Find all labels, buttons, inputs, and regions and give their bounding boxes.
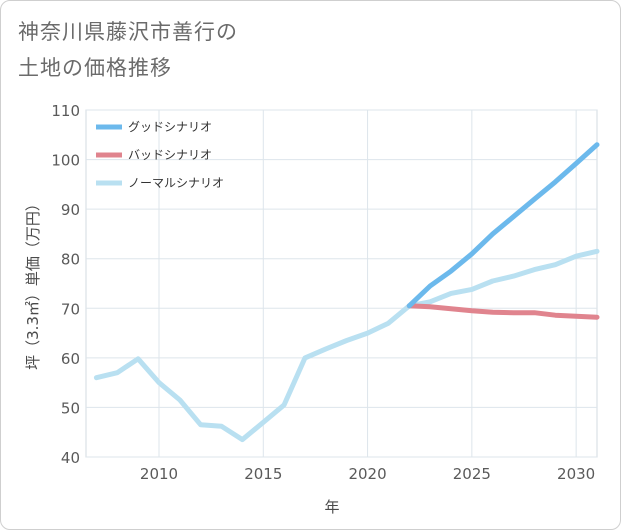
- x-tick-label: 2030: [557, 465, 595, 483]
- y-tick-label: 110: [51, 102, 80, 120]
- x-tick-label: 2025: [453, 465, 491, 483]
- series-line-normal: [93, 248, 600, 443]
- x-axis-title: 年: [324, 498, 339, 516]
- legend-label: バッドシナリオ: [128, 148, 212, 162]
- legend-label: ノーマルシナリオ: [128, 176, 224, 190]
- grid-lines: [86, 109, 597, 458]
- y-tick-label: 100: [51, 152, 80, 170]
- y-tick-label: 90: [61, 201, 80, 219]
- y-tick-label: 40: [61, 449, 80, 467]
- y-tick-label: 70: [61, 300, 80, 318]
- legend-label: グッドシナリオ: [128, 120, 212, 134]
- x-tick-label: 2010: [140, 465, 178, 483]
- chart-title: 神奈川県藤沢市善行の 土地の価格推移: [18, 14, 238, 86]
- axis-ticks: 40 50 60 70 80 90 100 110 2010 2015 2020 2025 2030: [51, 102, 595, 483]
- y-axis-title: 坪（3.3㎡）単価（万円）: [24, 196, 42, 370]
- y-tick-label: 50: [61, 399, 80, 417]
- y-tick-label: 80: [61, 251, 80, 269]
- plot-area: [85, 109, 598, 458]
- x-tick-label: 2020: [348, 465, 386, 483]
- y-tick-label: 60: [61, 350, 80, 368]
- series-lines: [93, 142, 600, 443]
- series-line-bad: [406, 303, 600, 320]
- x-tick-label: 2015: [244, 465, 282, 483]
- chart-title-line-1: 神奈川県藤沢市善行の: [18, 20, 238, 44]
- series-line-good: [406, 142, 600, 309]
- chart-title-line-2: 土地の価格推移: [18, 56, 172, 80]
